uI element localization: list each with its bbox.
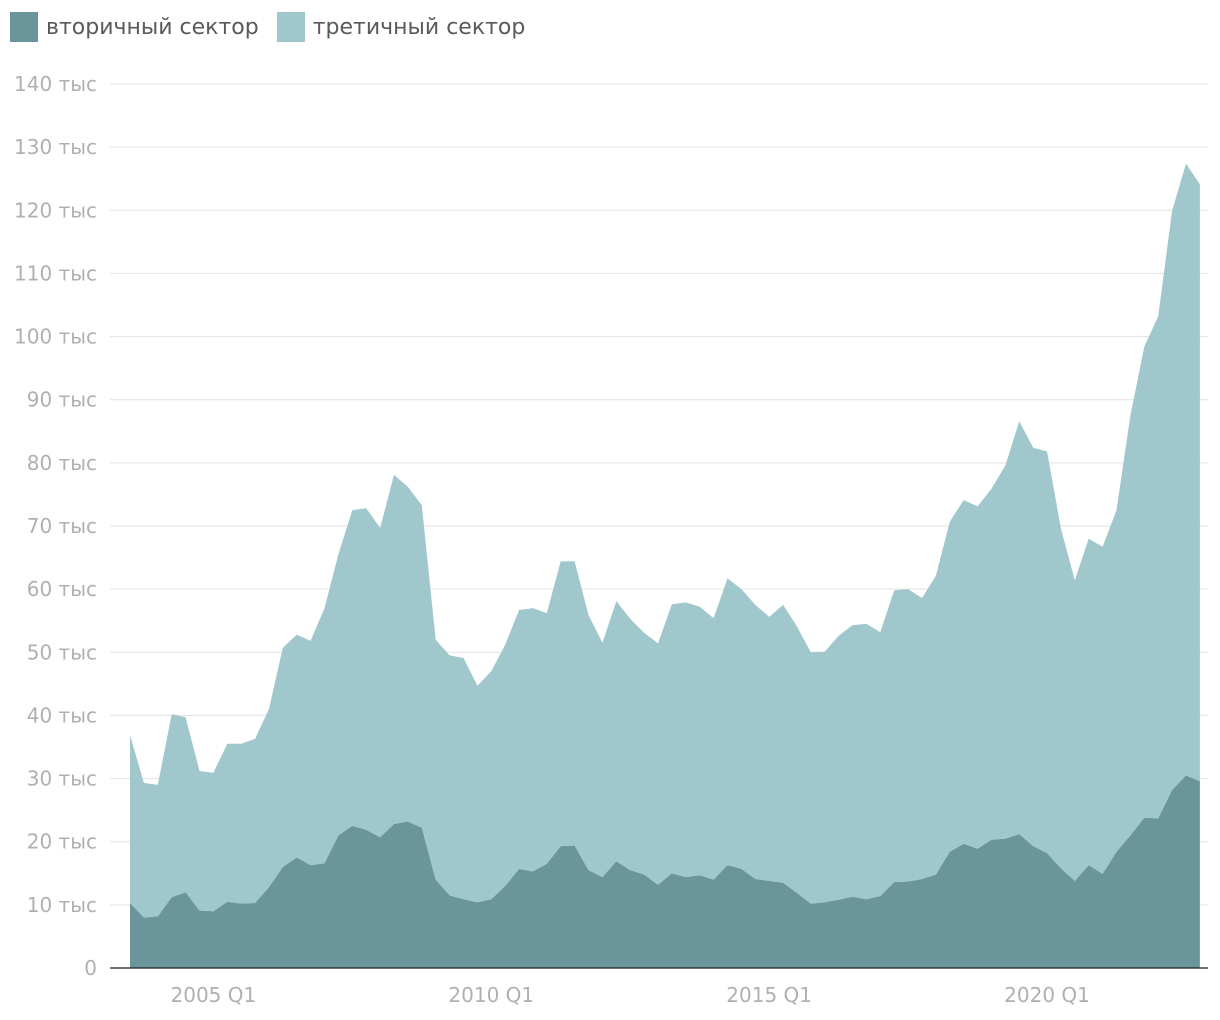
area-series-1[interactable] [130, 163, 1200, 918]
legend-item-secondary[interactable]: вторичный сектор [10, 12, 259, 42]
x-tick-label: 2005 Q1 [171, 983, 257, 1007]
area-series-0[interactable] [130, 775, 1200, 968]
x-tick-label: 2015 Q1 [726, 983, 812, 1007]
y-tick-label: 140 тыс [14, 72, 97, 96]
y-tick-label: 40 тыс [27, 703, 97, 727]
y-tick-label: 130 тыс [14, 135, 97, 159]
legend-item-tertiary[interactable]: третичный сектор [276, 12, 526, 42]
legend: вторичный сектор третичный сектор [10, 12, 525, 42]
legend-swatch-secondary [10, 12, 38, 42]
x-tick-label: 2010 Q1 [448, 983, 534, 1007]
y-tick-label: 70 тыс [27, 514, 97, 538]
legend-swatch-tertiary [276, 12, 305, 42]
x-axis: 2005 Q1 2010 Q1 2015 Q1 2020 Q1 [110, 967, 1208, 1007]
y-axis: 0 10 тыс 20 тыс 30 тыс 40 тыс 50 тыс 60 тыс 70 … [14, 72, 97, 980]
legend-label-secondary: вторичный сектор [46, 14, 259, 40]
y-tick-label: 100 тыс [14, 325, 97, 349]
y-tick-label: 80 тыс [27, 451, 97, 475]
y-tick-label: 90 тыс [27, 388, 97, 412]
y-tick-label: 20 тыс [27, 830, 97, 854]
x-tick-label: 2020 Q1 [1004, 983, 1090, 1007]
y-tick-label: 10 тыс [27, 893, 97, 917]
y-tick-label: 120 тыс [14, 198, 97, 222]
y-tick-label: 30 тыс [27, 767, 97, 791]
y-tick-label: 60 тыс [27, 577, 97, 601]
legend-label-tertiary: третичный сектор [312, 14, 526, 40]
y-tick-label: 110 тыс [14, 261, 97, 285]
chart-areas [130, 163, 1200, 968]
y-tick-label: 0 [84, 956, 97, 980]
y-tick-label: 50 тыс [27, 640, 97, 664]
